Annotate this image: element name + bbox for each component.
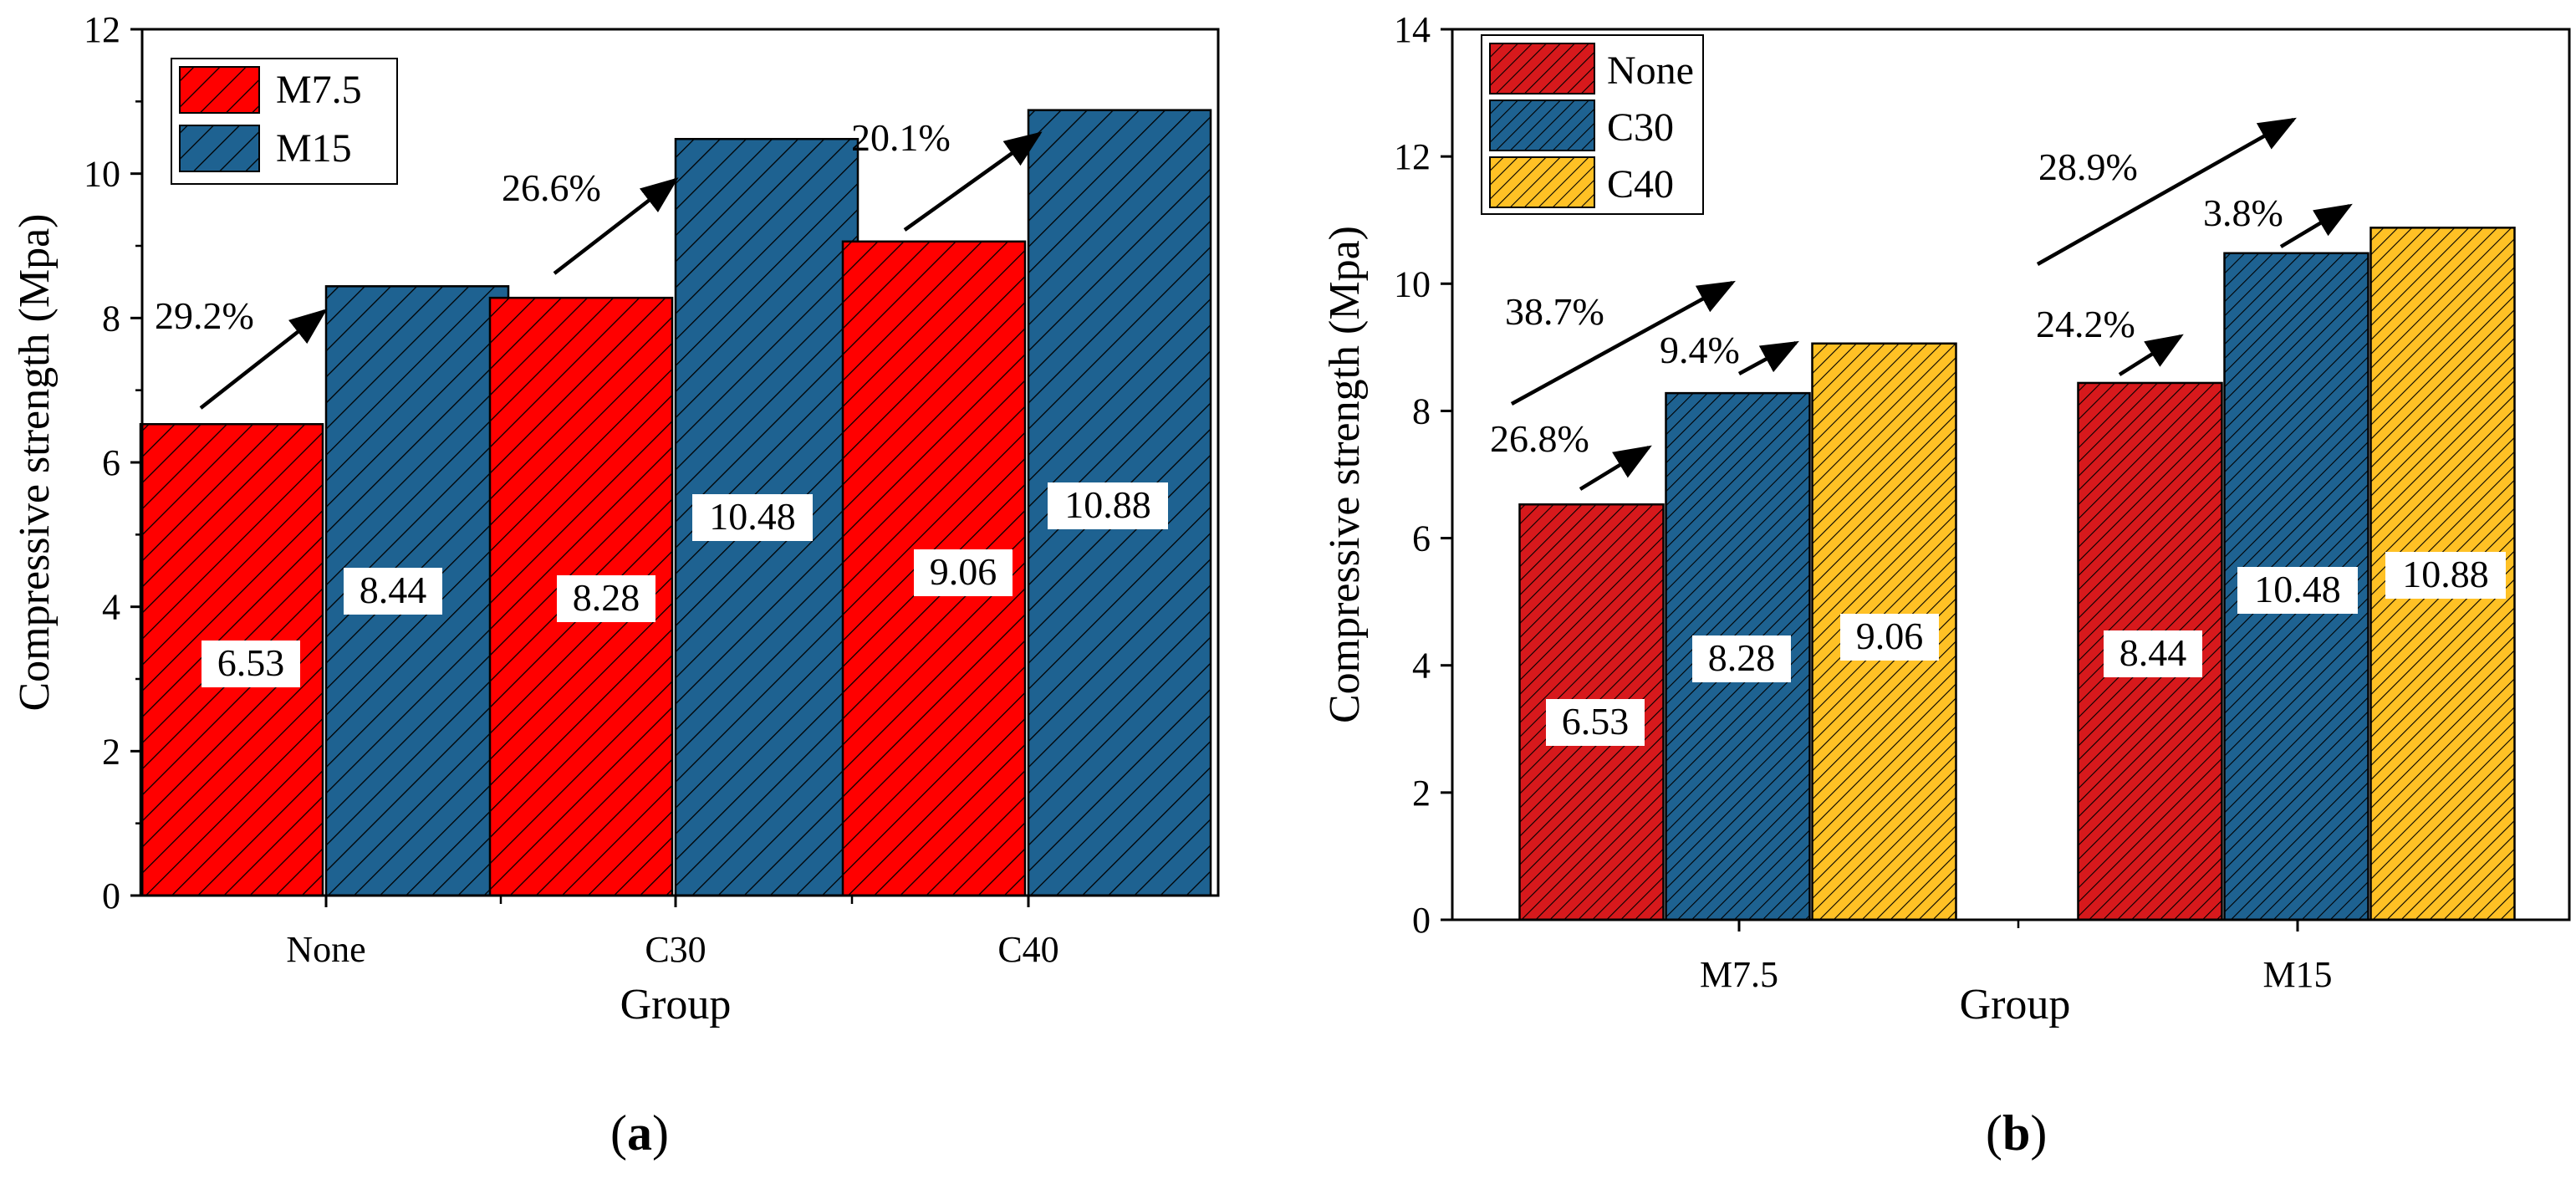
legend-label: None	[1607, 48, 1694, 93]
legend-label: C30	[1607, 105, 1674, 150]
y-axis-title: Compressive strength (Mpa)	[11, 213, 59, 711]
chart-a: 0 2 4 6 8 10 12 None C30 C40 Group Compressive stre…	[11, 9, 1220, 1161]
growth-arrow	[1510, 280, 1736, 406]
panel-label: (b)	[1986, 1105, 2047, 1161]
y-tick-label: 10	[84, 154, 120, 195]
x-tick-label: C30	[645, 929, 706, 970]
x-tick-label: M15	[2262, 954, 2332, 995]
legend-swatch-hatch	[179, 125, 260, 172]
y-tick-label: 4	[102, 587, 120, 628]
y-tick-label: 2	[102, 731, 120, 772]
data-label: 8.44	[360, 569, 427, 611]
growth-arrow	[2036, 117, 2297, 266]
y-tick-label: 10	[1394, 263, 1431, 304]
data-label: 6.53	[217, 641, 285, 684]
data-label-box	[1546, 699, 1645, 746]
growth-label: 3.8%	[2203, 191, 2283, 234]
legend-label: M7.5	[276, 68, 362, 112]
data-label-box	[344, 568, 442, 615]
data-label: 8.44	[2119, 631, 2187, 674]
growth-arrow	[1737, 340, 1799, 375]
growth-arrow	[1579, 445, 1652, 491]
legend-swatch-hatch	[179, 66, 260, 114]
growth-label: 28.9%	[2038, 145, 2138, 188]
chart-b: 0 2 4 6 8 10 12 14 M7.5 M15 Group Compressive stren…	[1321, 9, 2571, 1161]
growth-label: 20.1%	[851, 116, 951, 159]
data-label: 6.53	[1562, 700, 1630, 743]
data-label-box	[1692, 635, 1791, 682]
data-label: 10.48	[2254, 568, 2341, 610]
y-tick-label: 6	[1412, 518, 1431, 559]
data-label-box	[914, 549, 1013, 596]
y-tick-label: 6	[102, 442, 120, 483]
legend-swatch-hatch	[1489, 43, 1595, 94]
x-tick-label: M7.5	[1700, 954, 1778, 995]
data-label-box	[692, 494, 813, 541]
legend-label: M15	[276, 126, 352, 171]
legend-swatch-hatch	[1489, 156, 1595, 208]
data-label: 8.28	[573, 576, 640, 619]
legend-label: C40	[1607, 162, 1674, 207]
growth-label: 29.2%	[155, 294, 254, 337]
growth-arrow	[2279, 203, 2353, 248]
data-label-box	[1840, 614, 1939, 661]
y-tick-label: 12	[1394, 136, 1431, 177]
data-label-box	[557, 575, 655, 622]
y-tick-label: 8	[102, 298, 120, 339]
panel-label: (a)	[610, 1105, 669, 1161]
growth-arrow	[199, 309, 328, 410]
data-label: 10.48	[709, 495, 796, 538]
x-tick-label: None	[286, 929, 365, 970]
data-label: 10.88	[2402, 553, 2489, 595]
x-axis-title: Group	[1960, 981, 2071, 1028]
y-tick-label: 8	[1412, 390, 1431, 431]
y-tick-label: 2	[1412, 773, 1431, 814]
growth-arrow	[553, 177, 679, 275]
x-axis-title: Group	[620, 981, 732, 1028]
y-tick-label: 4	[1412, 646, 1431, 686]
data-label: 8.28	[1708, 636, 1776, 679]
growth-arrow	[903, 131, 1043, 232]
y-axis-title: Compressive strength (Mpa)	[1321, 226, 1369, 723]
data-label-box	[1048, 482, 1168, 529]
growth-label: 24.2%	[2036, 303, 2135, 345]
y-tick-label: 0	[102, 875, 120, 916]
plot-frame	[1451, 28, 2571, 921]
data-label-box	[201, 641, 300, 687]
growth-label: 26.8%	[1490, 417, 1589, 460]
data-label-box	[2104, 630, 2202, 677]
y-tick-label: 12	[84, 9, 120, 50]
y-tick-label: 0	[1412, 900, 1431, 941]
data-label-box	[2385, 552, 2506, 599]
x-tick-label: C40	[997, 929, 1058, 970]
growth-label: 26.6%	[502, 166, 601, 209]
data-label: 9.06	[1856, 615, 1924, 657]
growth-label: 38.7%	[1505, 290, 1604, 333]
data-label: 9.06	[930, 550, 997, 593]
growth-arrow	[2118, 334, 2184, 376]
y-tick-label: 14	[1394, 9, 1431, 50]
growth-label: 9.4%	[1660, 329, 1740, 371]
legend-swatch-hatch	[1489, 100, 1595, 151]
data-label-box	[2237, 567, 2358, 614]
data-label: 10.88	[1064, 483, 1151, 526]
